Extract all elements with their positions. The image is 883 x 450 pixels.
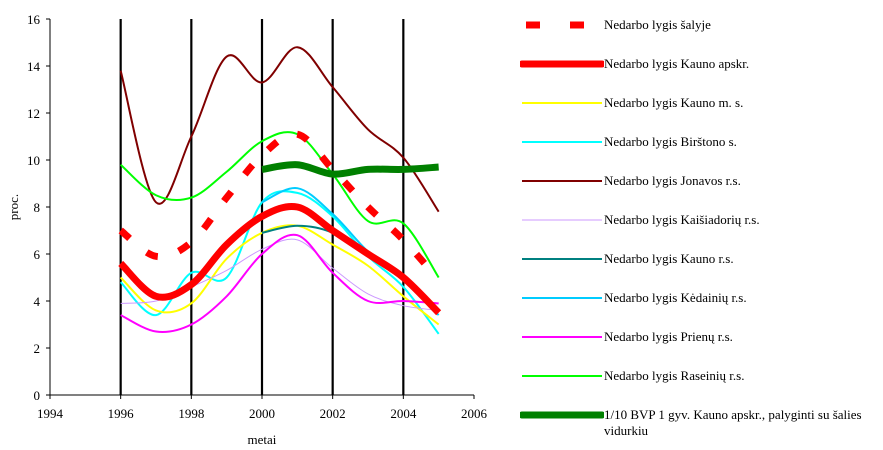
legend-swatch — [522, 375, 602, 377]
legend-swatch — [520, 60, 604, 68]
legend-swatch — [522, 219, 602, 221]
series-line-10 — [120, 131, 440, 279]
legend-label: Nedarbo lygis Kauno r.s. — [604, 251, 734, 266]
legend-item: Nedarbo lygis šalyje — [520, 12, 883, 38]
y-tick-label: 12 — [27, 106, 40, 121]
legend-item: 1/10 BVP 1 gyv. Kauno apskr., palyginti … — [520, 402, 883, 438]
legend-item: Nedarbo lygis Kauno m. s. — [520, 90, 883, 116]
legend-swatch — [522, 336, 602, 338]
y-tick-label: 14 — [27, 59, 41, 74]
x-tick-label: 2000 — [249, 406, 275, 421]
legend-swatch — [522, 141, 602, 143]
legend-item: Nedarbo lygis Kaišiadorių r.s. — [520, 207, 883, 233]
legend-item: Nedarbo lygis Kauno r.s. — [520, 246, 883, 272]
x-axis-label: metai — [248, 432, 277, 447]
series-line-2 — [118, 202, 442, 316]
x-tick-label: 1994 — [37, 406, 64, 421]
legend-swatch — [522, 297, 602, 299]
x-tick-label: 2004 — [390, 406, 417, 421]
legend-label: Nedarbo lygis Kauno apskr. — [604, 56, 750, 71]
legend-swatch — [520, 411, 604, 419]
legend-swatch — [522, 102, 602, 104]
series-line-5 — [119, 46, 440, 213]
legend-item: Nedarbo lygis Jonavos r.s. — [520, 168, 883, 194]
x-tick-label: 2002 — [320, 406, 346, 421]
x-tick-label: 1996 — [108, 406, 135, 421]
y-tick-label: 8 — [34, 200, 41, 215]
legend-label: Nedarbo lygis Birštono s. — [604, 134, 737, 149]
legend-label: Nedarbo lygis Raseinių r.s. — [604, 368, 745, 383]
legend-label: Nedarbo lygis Prienų r.s. — [604, 329, 733, 344]
legend-swatch — [522, 180, 602, 182]
y-tick-label: 10 — [27, 153, 40, 168]
legend-item: Nedarbo lygis Birštono s. — [520, 129, 883, 155]
x-tick-label: 1998 — [178, 406, 204, 421]
legend-label: Nedarbo lygis Kaišiadorių r.s. — [604, 212, 760, 227]
legend-label: 1/10 BVP 1 gyv. Kauno apskr., palyginti … — [604, 407, 862, 438]
legend-item: Nedarbo lygis Kauno apskr. — [520, 51, 883, 77]
legend-label: Nedarbo lygis šalyje — [604, 17, 711, 32]
y-tick-label: 2 — [34, 341, 41, 356]
y-axis-label: proc. — [6, 194, 21, 220]
legend-item: Nedarbo lygis Prienų r.s. — [520, 324, 883, 350]
legend-item: Nedarbo lygis Kėdainių r.s. — [520, 285, 883, 311]
y-tick-label: 16 — [27, 12, 41, 27]
legend-swatch — [522, 258, 602, 260]
y-tick-label: 4 — [34, 294, 41, 309]
legend-item: Nedarbo lygis Raseinių r.s. — [520, 363, 883, 389]
legend-label: Nedarbo lygis Kėdainių r.s. — [604, 290, 747, 305]
series-line-11 — [261, 161, 439, 178]
y-tick-label: 0 — [34, 388, 41, 403]
y-tick-label: 6 — [34, 247, 41, 262]
series-line-3 — [119, 224, 440, 326]
legend-swatch — [526, 21, 602, 29]
legend-label: Nedarbo lygis Kauno m. s. — [604, 95, 744, 110]
legend-label: Nedarbo lygis Jonavos r.s. — [604, 173, 741, 188]
x-tick-label: 2006 — [461, 406, 488, 421]
series-line-9 — [120, 233, 439, 333]
line-chart: 0 2 4 6 8 10 12 14 16 1994 1996 1998 2000 2002 2004 200… — [6, 12, 488, 447]
